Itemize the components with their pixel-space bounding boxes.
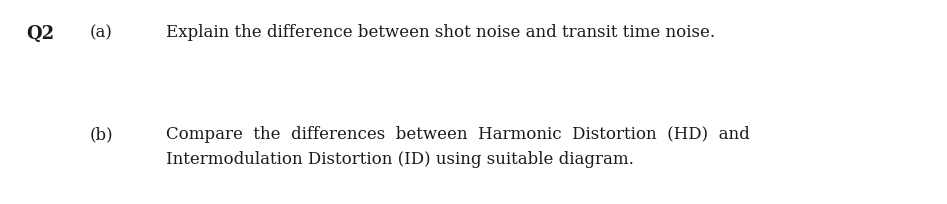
- Text: Q2: Q2: [27, 24, 55, 42]
- Text: (b): (b): [90, 126, 114, 143]
- Text: (a): (a): [90, 24, 113, 41]
- Text: Explain the difference between shot noise and transit time noise.: Explain the difference between shot nois…: [166, 24, 715, 41]
- Text: Compare  the  differences  between  Harmonic  Distortion  (HD)  and
Intermodulat: Compare the differences between Harmonic…: [166, 126, 749, 168]
